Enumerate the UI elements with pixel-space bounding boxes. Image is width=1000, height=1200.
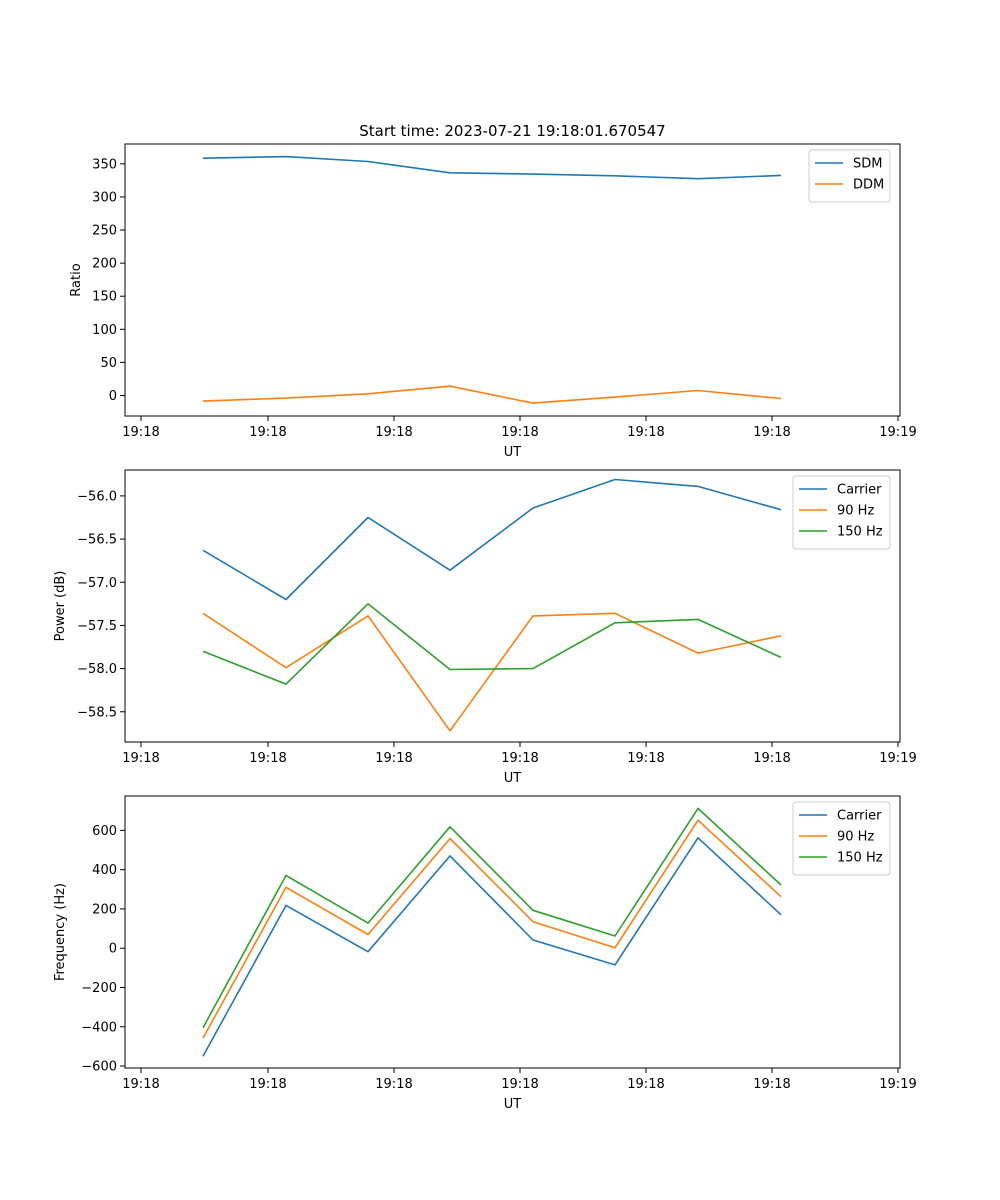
legend-label: SDM bbox=[853, 157, 882, 172]
x-tick-label: 19:18 bbox=[501, 425, 538, 440]
x-tick-label: 19:18 bbox=[627, 1077, 664, 1092]
x-tick-label: 19:18 bbox=[122, 425, 159, 440]
legend: Carrier 90 Hz 150 Hz bbox=[792, 475, 891, 550]
legend-label: 150 Hz bbox=[837, 525, 883, 540]
x-axis-label: UT bbox=[504, 771, 522, 786]
y-tick-label: 0 bbox=[109, 389, 117, 404]
x-tick-label: 19:18 bbox=[753, 425, 790, 440]
legend-label: DDM bbox=[853, 178, 884, 193]
chart-panel-3: 19:18 19:18 19:18 19:18 19:18 19:18 19:19 −600 −… bbox=[53, 795, 917, 1112]
x-tick-label: 19:18 bbox=[375, 751, 412, 766]
x-axis-label: UT bbox=[504, 445, 522, 460]
legend-label: 150 Hz bbox=[837, 851, 883, 866]
x-tick-label: 19:18 bbox=[501, 751, 538, 766]
y-tick-label: −58.0 bbox=[77, 662, 117, 677]
y-tick-label: 50 bbox=[100, 356, 117, 371]
y-tick-label: −58.5 bbox=[77, 705, 117, 720]
axes-frame bbox=[124, 143, 901, 417]
y-tick-label: 200 bbox=[92, 902, 117, 917]
legend: Carrier 90 Hz 150 Hz bbox=[792, 801, 891, 876]
x-tick-label: 19:18 bbox=[375, 1077, 412, 1092]
y-tick-label: 200 bbox=[92, 257, 117, 272]
y-tick-label: 300 bbox=[92, 190, 117, 205]
y-tick-label: −200 bbox=[81, 981, 117, 996]
y-tick-label: −56.0 bbox=[77, 489, 117, 504]
y-tick-label: 0 bbox=[109, 942, 117, 957]
chart-panel-1: 19:18 19:18 19:18 19:18 19:18 19:18 19:19 0 50 10… bbox=[69, 143, 917, 460]
y-tick-label: −57.0 bbox=[77, 576, 117, 591]
axes-frame bbox=[124, 469, 901, 743]
x-tick-label: 19:18 bbox=[249, 1077, 286, 1092]
y-tick-label: 100 bbox=[92, 323, 117, 338]
x-tick-label: 19:19 bbox=[879, 1077, 916, 1092]
series-line-150-hz bbox=[202, 602, 782, 685]
series-line-carrier bbox=[202, 836, 782, 1057]
series-line-90-hz bbox=[202, 819, 782, 1039]
x-tick-label: 19:19 bbox=[879, 425, 916, 440]
series-line-150-hz bbox=[202, 807, 782, 1029]
series-line-carrier bbox=[202, 478, 782, 601]
y-tick-label: −400 bbox=[81, 1020, 117, 1035]
panels: 19:18 19:18 19:18 19:18 19:18 19:18 19:19 0 50 10… bbox=[53, 143, 917, 1112]
legend-label: 90 Hz bbox=[837, 830, 874, 845]
axes-frame bbox=[124, 795, 901, 1069]
x-axis-label: UT bbox=[504, 1097, 522, 1112]
series-line-sdm bbox=[202, 155, 782, 180]
x-tick-label: 19:18 bbox=[627, 425, 664, 440]
chart-panel-2: 19:18 19:18 19:18 19:18 19:18 19:18 19:19 −58.5… bbox=[53, 469, 917, 786]
x-tick-label: 19:18 bbox=[249, 751, 286, 766]
x-tick-label: 19:18 bbox=[122, 751, 159, 766]
y-tick-label: 150 bbox=[92, 290, 117, 305]
series-line-ddm bbox=[202, 385, 782, 404]
x-tick-label: 19:19 bbox=[879, 751, 916, 766]
series-line-90-hz bbox=[202, 612, 782, 732]
x-tick-label: 19:18 bbox=[627, 751, 664, 766]
y-axis-label: Ratio bbox=[69, 263, 84, 296]
x-tick-label: 19:18 bbox=[249, 425, 286, 440]
legend-label: Carrier bbox=[837, 483, 882, 498]
y-tick-label: −57.5 bbox=[77, 619, 117, 634]
x-tick-label: 19:18 bbox=[375, 425, 412, 440]
y-tick-label: 350 bbox=[92, 157, 117, 172]
legend-label: Carrier bbox=[837, 809, 882, 824]
x-tick-label: 19:18 bbox=[753, 1077, 790, 1092]
y-tick-label: −600 bbox=[81, 1060, 117, 1075]
x-tick-label: 19:18 bbox=[501, 1077, 538, 1092]
y-tick-label: −56.5 bbox=[77, 533, 117, 548]
legend: SDM DDM bbox=[808, 149, 891, 203]
y-axis-label: Power (dB) bbox=[53, 571, 68, 642]
y-tick-label: 600 bbox=[92, 824, 117, 839]
legend-label: 90 Hz bbox=[837, 504, 874, 519]
y-tick-label: 400 bbox=[92, 863, 117, 878]
y-axis-label: Frequency (Hz) bbox=[53, 883, 68, 981]
y-tick-label: 250 bbox=[92, 224, 117, 239]
x-tick-label: 19:18 bbox=[753, 751, 790, 766]
x-tick-label: 19:18 bbox=[122, 1077, 159, 1092]
figure-title: Start time: 2023-07-21 19:18:01.670547 bbox=[359, 122, 665, 140]
